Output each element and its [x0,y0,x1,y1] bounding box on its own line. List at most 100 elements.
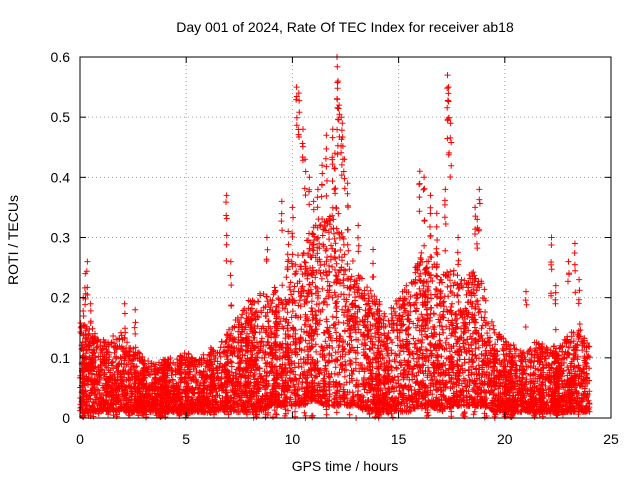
data-point [335,319,342,326]
data-point [265,323,272,330]
data-point [235,360,242,367]
data-point [361,386,368,393]
data-point [513,373,520,380]
data-point [385,317,392,324]
data-point [145,358,152,365]
data-point [228,363,235,370]
data-point [507,342,514,349]
data-point [450,271,457,278]
data-point [313,348,320,355]
data-point [586,354,593,361]
data-point [441,303,447,310]
data-point [340,282,347,289]
data-point [351,289,358,295]
data-point [392,298,399,304]
data-point [414,351,421,358]
data-point [114,369,121,376]
data-point [359,333,366,340]
data-point [296,375,303,382]
data-point [339,306,346,313]
data-point [482,297,489,304]
data-point [386,358,393,365]
data-point [289,308,296,315]
data-point [324,278,331,285]
data-point [363,401,370,408]
data-point [344,275,351,282]
data-point [317,222,324,228]
data-point [297,335,304,342]
data-point [471,388,478,395]
data-point [333,225,340,232]
data-point [458,283,465,289]
data-point [351,278,358,285]
data-point [418,311,425,318]
data-point [108,362,115,369]
data-point [332,325,339,332]
data-point [127,357,134,364]
data-point [340,235,347,242]
data-point [349,371,356,377]
data-point [204,395,211,402]
data-point [251,312,258,319]
data-point [325,358,332,365]
data-point [457,392,464,399]
data-point [287,286,294,293]
data-point [338,291,345,298]
data-point [381,310,388,317]
data-point [425,357,432,364]
data-point [492,341,499,348]
data-point [320,299,327,306]
data-point [381,360,388,366]
data-point [231,390,238,397]
data-point [446,348,453,355]
data-point [410,405,417,412]
data-point [332,240,339,247]
data-point [319,232,326,239]
data-point [329,294,336,301]
data-point [255,314,262,321]
data-point [119,346,126,353]
data-points [77,54,593,421]
data-point [447,288,454,295]
data-point [327,256,334,263]
data-point [336,388,343,395]
data-point [391,407,398,414]
data-point [92,391,99,397]
data-point [117,399,124,405]
data-point [528,404,535,411]
data-point [462,383,468,390]
data-point [412,380,419,387]
data-point [310,241,317,248]
data-point [312,341,319,348]
data-point [534,349,541,356]
data-point [408,387,415,394]
data-point [373,296,380,303]
data-point [324,254,331,261]
data-point [523,376,530,383]
data-point [463,291,470,298]
data-point [527,364,534,371]
data-point [321,261,328,268]
data-point [305,366,312,373]
data-point [301,321,308,328]
data-point [348,375,355,382]
data-point [418,256,425,263]
data-point [568,333,575,340]
data-point [415,369,422,376]
data-point [232,370,239,377]
data-point [295,392,301,399]
data-point [223,393,230,400]
data-point [422,328,428,335]
data-point [254,323,261,330]
data-point [460,328,467,335]
data-point [310,247,317,254]
data-point [314,331,321,338]
data-point [442,396,449,403]
data-point [290,368,297,375]
data-point [444,283,451,290]
data-point [418,249,425,256]
data-point [579,338,586,345]
data-point [337,353,344,360]
data-point [409,370,416,377]
data-point [239,311,246,318]
